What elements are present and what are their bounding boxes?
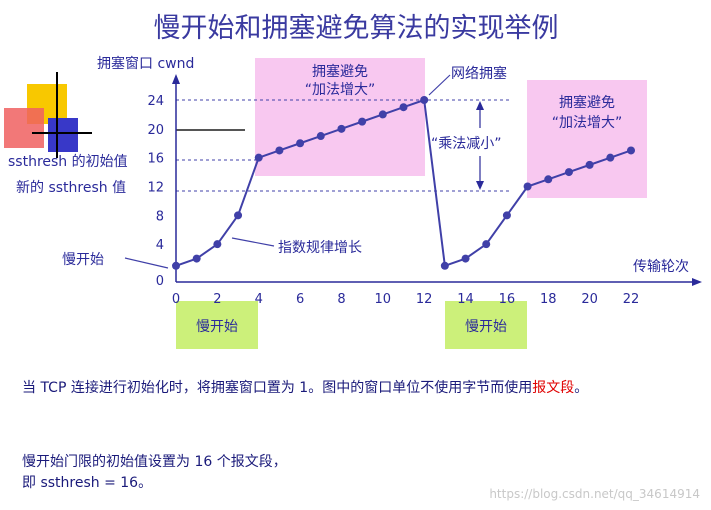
x-tick-labels: 0 2 4 6 8 10 12 14 16 18 20 22	[172, 292, 639, 307]
paragraph-1-end: 。	[574, 380, 589, 396]
cwnd-series	[172, 96, 635, 270]
data-point	[461, 254, 470, 263]
data-point	[564, 168, 573, 177]
x-tick-label: 22	[623, 292, 640, 307]
decrease-arrow-down-head	[476, 181, 484, 190]
y-tick-label: 24	[147, 94, 164, 109]
y-tick-label: 20	[147, 123, 164, 138]
congestion-pointer	[428, 74, 451, 96]
y-tick-label: 16	[147, 152, 164, 167]
data-point	[234, 211, 243, 220]
annotation-ca1-line1: 拥塞避免	[312, 63, 368, 80]
data-point	[420, 96, 429, 104]
decorative-logo	[4, 72, 92, 158]
y-axis-label: 拥塞窗口 cwnd	[97, 55, 194, 72]
data-point	[544, 175, 553, 184]
x-axis-arrow	[692, 278, 702, 286]
paragraph-2-line1: 慢开始门限的初始值设置为 16 个报文段，	[22, 454, 287, 470]
data-point	[606, 153, 615, 162]
x-tick-label: 12	[416, 292, 433, 307]
y-axis-arrow	[172, 74, 180, 84]
y-tick-label: 8	[156, 209, 164, 224]
data-point	[296, 139, 305, 148]
annotation-ss-box2: 慢开始	[465, 318, 507, 335]
x-tick-label: 14	[457, 292, 474, 307]
x-tick-label: 18	[540, 292, 557, 307]
annotation-mult-decrease: “乘法减小”	[431, 136, 502, 152]
data-point	[213, 240, 222, 249]
x-tick-label: 0	[172, 292, 180, 307]
data-point	[440, 261, 449, 270]
data-point	[275, 146, 284, 155]
x-tick-label: 20	[581, 292, 598, 307]
annotation-ca2-line2: “加法增大”	[552, 115, 623, 131]
data-point	[358, 117, 367, 126]
paragraph-1-highlight: 报文段	[532, 380, 575, 396]
slow-start-box-1	[176, 301, 258, 349]
annotation-ssthresh-init: ssthresh 的初始值	[8, 153, 128, 170]
data-point	[172, 261, 180, 270]
annotation-ca2-line1: 拥塞避免	[559, 94, 615, 111]
x-tick-label: 4	[255, 292, 263, 307]
data-point	[254, 153, 263, 162]
x-tick-label: 2	[213, 292, 221, 307]
y-tick-label: 0	[156, 274, 164, 289]
data-point	[399, 103, 408, 112]
y-tick-label: 4	[156, 238, 164, 253]
data-point	[337, 124, 346, 133]
data-point	[627, 146, 635, 155]
data-point	[378, 110, 387, 119]
annotation-ca1-line2: “加法增大”	[305, 82, 376, 98]
paragraph-1: 当 TCP 连接进行初始化时，将拥塞窗口置为 1。图中的窗口单位不使用字节而使用…	[22, 378, 588, 399]
annotation-slow-start-left: 慢开始	[62, 251, 104, 268]
x-axis-label: 传输轮次	[633, 259, 689, 275]
x-tick-label: 10	[375, 292, 392, 307]
data-point	[482, 240, 491, 249]
y-tick-labels: 0 4 8 12 16 20 24	[147, 94, 164, 289]
annotation-congestion: 网络拥塞	[451, 65, 507, 82]
paragraph-2: 慢开始门限的初始值设置为 16 个报文段， 即 ssthresh = 16。	[22, 452, 287, 494]
congestion-avoidance-box-1	[255, 58, 425, 176]
paragraph-1-text: 当 TCP 连接进行初始化时，将拥塞窗口置为 1。图中的窗口单位不使用字节而使用	[22, 380, 533, 396]
data-point	[585, 160, 594, 169]
watermark: https://blog.csdn.net/qq_34614914	[489, 487, 700, 501]
annotation-exp-growth: 指数规律增长	[278, 240, 362, 256]
data-point	[192, 254, 201, 263]
chart-title: 慢开始和拥塞避免算法的实现举例	[154, 13, 559, 44]
x-tick-label: 16	[499, 292, 516, 307]
x-tick-label: 8	[337, 292, 345, 307]
x-tick-label: 6	[296, 292, 304, 307]
paragraph-2-line2: 即 ssthresh = 16。	[22, 475, 153, 491]
data-point	[523, 182, 532, 191]
decrease-arrow-up-head	[476, 101, 484, 110]
slow-start-box-2	[445, 301, 527, 349]
annotation-ssthresh-new: 新的 ssthresh 值	[16, 180, 126, 196]
exp-growth-pointer	[231, 237, 275, 247]
slow-start-pointer	[124, 257, 169, 269]
data-point	[316, 132, 325, 141]
data-point	[502, 211, 511, 220]
y-tick-label: 12	[147, 181, 164, 196]
annotation-ss-box1: 慢开始	[196, 318, 238, 335]
